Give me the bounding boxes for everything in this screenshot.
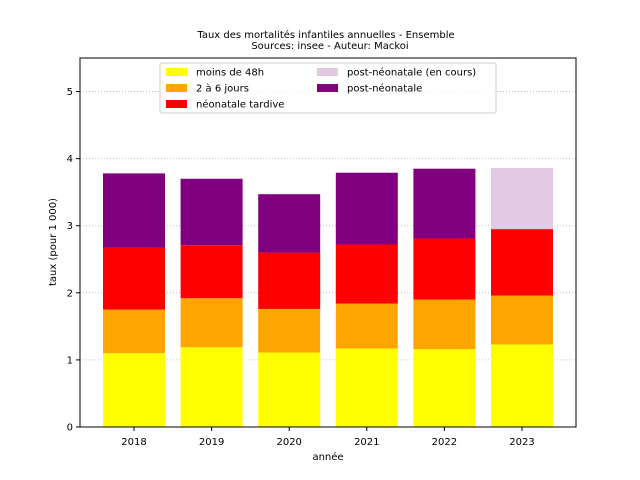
legend-label: néonatale tardive — [196, 99, 284, 111]
legend-swatch — [317, 68, 338, 76]
bar-segment — [103, 353, 165, 427]
legend-swatch — [166, 68, 187, 76]
legend: moins de 48h 2 à 6 jours néonatale tardive… — [159, 62, 497, 114]
bar-segment — [413, 238, 476, 300]
bar-segment — [180, 298, 243, 348]
legend-label: moins de 48h — [196, 68, 264, 79]
y-axis: 0 1 2 3 4 5 — [67, 87, 80, 434]
y-tick-label: 3 — [67, 221, 73, 232]
bar-segment — [413, 349, 476, 427]
plot-frame — [79, 57, 577, 428]
bars-group — [103, 168, 553, 427]
bar-segment — [258, 252, 321, 309]
bar-segment — [491, 229, 553, 296]
bar-segment — [335, 172, 398, 245]
bar-segment — [413, 299, 476, 350]
bar-segment — [335, 303, 398, 349]
x-tick-label: 2019 — [199, 437, 224, 448]
bar-segment — [103, 173, 165, 248]
bar-segment — [491, 344, 553, 427]
x-tick-label: 2023 — [509, 437, 534, 448]
y-axis-label: taux (pour 1 000) — [48, 198, 59, 286]
chart-subtitle: Sources: insee - Auteur: Mackoi — [251, 41, 408, 52]
chart-title: Taux des mortalités infantiles annuelles… — [196, 29, 454, 41]
bar-segment — [335, 244, 398, 304]
x-axis-label: année — [312, 451, 343, 463]
x-tick-label: 2022 — [432, 437, 457, 448]
bar-segment — [258, 308, 321, 353]
bar-segment — [103, 309, 165, 354]
bar-segment — [180, 178, 243, 246]
bar-segment — [103, 247, 165, 310]
bar-segment — [413, 168, 476, 239]
legend-label: post-néonatale — [347, 83, 422, 95]
bar-segment — [491, 295, 553, 345]
y-tick-label: 2 — [67, 288, 73, 299]
bar-segment — [180, 245, 243, 299]
y-tick-label: 0 — [67, 423, 73, 434]
legend-swatch — [166, 84, 187, 92]
legend-swatch — [166, 100, 187, 108]
bar-segment — [258, 194, 321, 253]
y-tick-label: 5 — [67, 87, 73, 98]
bar-segment — [180, 347, 243, 427]
bar-segment — [258, 352, 321, 427]
x-axis: 2018 2019 2020 2021 2022 2023 — [121, 427, 535, 448]
bar-segment — [335, 348, 398, 427]
x-tick-label: 2021 — [354, 437, 379, 448]
x-tick-label: 2018 — [121, 437, 146, 448]
legend-swatch — [317, 84, 338, 92]
y-tick-label: 1 — [67, 355, 73, 366]
legend-label: 2 à 6 jours — [196, 83, 249, 95]
bar-segment — [491, 168, 553, 230]
legend-label: post-néonatale (en cours) — [347, 67, 476, 79]
x-tick-label: 2020 — [276, 437, 301, 448]
y-tick-label: 4 — [67, 154, 73, 165]
